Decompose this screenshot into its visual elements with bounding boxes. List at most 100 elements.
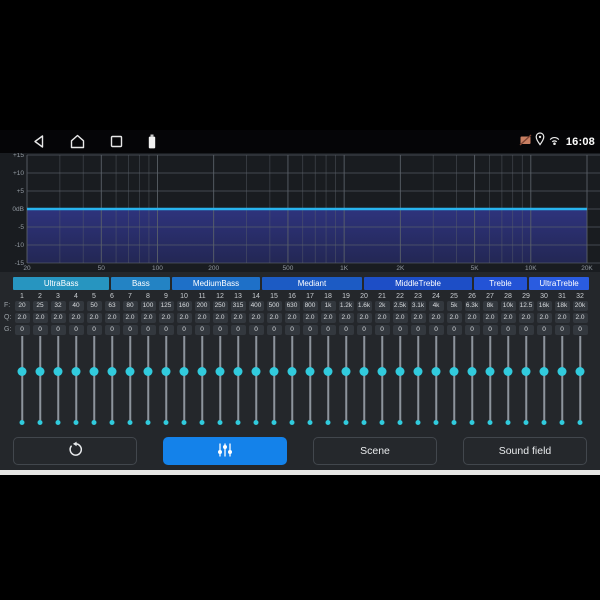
gain-slider-band-1[interactable] [13, 334, 31, 426]
gain-value-band-32[interactable]: 0 [572, 324, 588, 335]
gain-value-band-29[interactable]: 0 [518, 324, 534, 335]
frequency-value-band-26[interactable]: 6.3k [464, 300, 480, 311]
slider-track[interactable] [507, 336, 509, 420]
slider-track[interactable] [435, 336, 437, 420]
slider-thumb[interactable] [485, 367, 495, 376]
frequency-value-band-15[interactable]: 500 [266, 300, 282, 311]
slider-thumb[interactable] [269, 367, 279, 376]
slider-track[interactable] [21, 336, 23, 420]
slider-track[interactable] [129, 336, 131, 420]
gain-slider-band-3[interactable] [49, 334, 67, 426]
frequency-value-band-31[interactable]: 18k [554, 300, 570, 311]
sound-field-button[interactable]: Sound field [463, 437, 587, 465]
gain-value-band-19[interactable]: 0 [338, 324, 354, 335]
gain-value-band-12[interactable]: 0 [212, 324, 228, 335]
slider-thumb[interactable] [53, 367, 63, 376]
slider-thumb[interactable] [179, 367, 189, 376]
slider-track[interactable] [165, 336, 167, 420]
slider-thumb[interactable] [575, 367, 585, 376]
gain-value-band-31[interactable]: 0 [554, 324, 570, 335]
gain-value-band-13[interactable]: 0 [230, 324, 246, 335]
equalizer-button[interactable] [163, 437, 287, 465]
slider-track[interactable] [111, 336, 113, 420]
gain-slider-band-31[interactable] [553, 334, 571, 426]
slider-track[interactable] [291, 336, 293, 420]
slider-thumb[interactable] [215, 367, 225, 376]
q-value-band-23[interactable]: 2.0 [410, 312, 426, 323]
gain-slider-band-2[interactable] [31, 334, 49, 426]
gain-slider-band-30[interactable] [535, 334, 553, 426]
gain-slider-band-19[interactable] [337, 334, 355, 426]
slider-thumb[interactable] [377, 367, 387, 376]
gain-slider-band-18[interactable] [319, 334, 337, 426]
q-value-band-4[interactable]: 2.0 [68, 312, 84, 323]
gain-slider-band-29[interactable] [517, 334, 535, 426]
q-value-band-28[interactable]: 2.0 [500, 312, 516, 323]
gain-slider-band-27[interactable] [481, 334, 499, 426]
gain-slider-band-26[interactable] [463, 334, 481, 426]
q-value-band-15[interactable]: 2.0 [266, 312, 282, 323]
frequency-value-band-5[interactable]: 50 [86, 300, 102, 311]
slider-thumb[interactable] [125, 367, 135, 376]
q-value-band-8[interactable]: 2.0 [140, 312, 156, 323]
slider-thumb[interactable] [431, 367, 441, 376]
slider-track[interactable] [489, 336, 491, 420]
frequency-value-band-16[interactable]: 630 [284, 300, 300, 311]
slider-track[interactable] [345, 336, 347, 420]
q-value-band-29[interactable]: 2.0 [518, 312, 534, 323]
slider-track[interactable] [561, 336, 563, 420]
q-value-band-31[interactable]: 2.0 [554, 312, 570, 323]
frequency-value-band-1[interactable]: 20 [14, 300, 30, 311]
band-group-mediumbass[interactable]: MediumBass [172, 277, 260, 290]
q-value-band-3[interactable]: 2.0 [50, 312, 66, 323]
gain-slider-band-6[interactable] [103, 334, 121, 426]
slider-track[interactable] [453, 336, 455, 420]
gain-value-band-8[interactable]: 0 [140, 324, 156, 335]
slider-track[interactable] [201, 336, 203, 420]
slider-thumb[interactable] [161, 367, 171, 376]
band-group-treble[interactable]: Treble [473, 277, 528, 290]
gain-value-band-9[interactable]: 0 [158, 324, 174, 335]
gain-value-band-17[interactable]: 0 [302, 324, 318, 335]
q-value-band-6[interactable]: 2.0 [104, 312, 120, 323]
frequency-value-band-24[interactable]: 4k [428, 300, 444, 311]
recents-icon[interactable] [110, 135, 123, 148]
frequency-value-band-7[interactable]: 80 [122, 300, 138, 311]
q-value-band-21[interactable]: 2.0 [374, 312, 390, 323]
gain-value-band-20[interactable]: 0 [356, 324, 372, 335]
frequency-value-band-32[interactable]: 20k [572, 300, 588, 311]
frequency-value-band-4[interactable]: 40 [68, 300, 84, 311]
gain-value-band-30[interactable]: 0 [536, 324, 552, 335]
gain-value-band-2[interactable]: 0 [32, 324, 48, 335]
slider-thumb[interactable] [521, 367, 531, 376]
frequency-value-band-17[interactable]: 800 [302, 300, 318, 311]
gain-slider-band-16[interactable] [283, 334, 301, 426]
q-value-band-16[interactable]: 2.0 [284, 312, 300, 323]
q-value-band-32[interactable]: 2.0 [572, 312, 588, 323]
frequency-value-band-20[interactable]: 1.6k [356, 300, 372, 311]
q-value-band-22[interactable]: 2.0 [392, 312, 408, 323]
slider-thumb[interactable] [233, 367, 243, 376]
slider-track[interactable] [399, 336, 401, 420]
gain-value-band-5[interactable]: 0 [86, 324, 102, 335]
gain-value-band-22[interactable]: 0 [392, 324, 408, 335]
gain-slider-band-5[interactable] [85, 334, 103, 426]
slider-thumb[interactable] [323, 367, 333, 376]
slider-thumb[interactable] [197, 367, 207, 376]
q-value-band-11[interactable]: 2.0 [194, 312, 210, 323]
slider-track[interactable] [417, 336, 419, 420]
q-value-band-27[interactable]: 2.0 [482, 312, 498, 323]
slider-track[interactable] [363, 336, 365, 420]
q-value-band-7[interactable]: 2.0 [122, 312, 138, 323]
gain-slider-band-28[interactable] [499, 334, 517, 426]
q-value-band-5[interactable]: 2.0 [86, 312, 102, 323]
q-value-band-2[interactable]: 2.0 [32, 312, 48, 323]
gain-slider-band-23[interactable] [409, 334, 427, 426]
slider-thumb[interactable] [89, 367, 99, 376]
scene-button[interactable]: Scene [313, 437, 437, 465]
gain-value-band-27[interactable]: 0 [482, 324, 498, 335]
gain-slider-band-25[interactable] [445, 334, 463, 426]
back-icon[interactable] [32, 134, 45, 149]
gain-value-band-28[interactable]: 0 [500, 324, 516, 335]
q-value-band-14[interactable]: 2.0 [248, 312, 264, 323]
